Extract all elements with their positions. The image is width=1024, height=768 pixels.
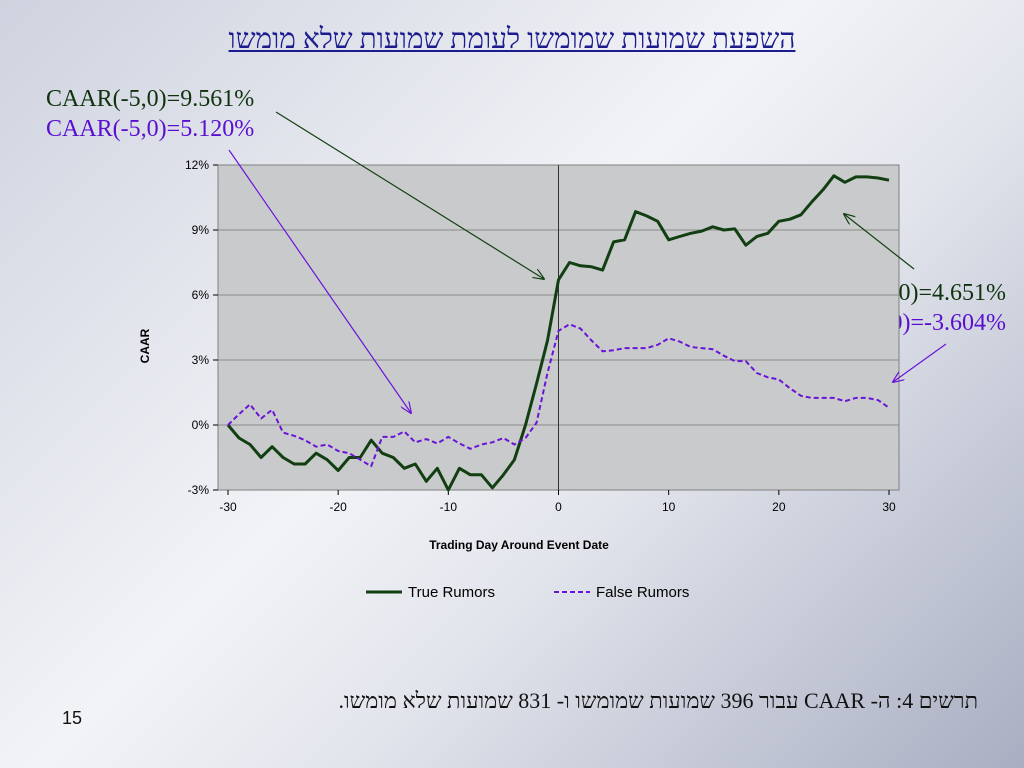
x-axis-title: Trading Day Around Event Date: [429, 538, 609, 552]
y-tick-label: 9%: [192, 223, 210, 237]
arrow-post-true: [844, 214, 915, 270]
series-line-false-rumors: [227, 323, 890, 468]
legend-label-false: False Rumors: [596, 584, 689, 601]
x-tick-label: -20: [329, 500, 347, 514]
caar-pre-true-label: CAAR(-5,0)=9.561%: [46, 86, 255, 112]
x-tick-label: 30: [882, 500, 896, 514]
arrow-pre-true: [275, 111, 544, 279]
y-tick-label: 6%: [192, 288, 210, 302]
y-tick-label: 0%: [192, 418, 210, 432]
x-tick-label: -30: [219, 500, 237, 514]
y-tick-label: -3%: [188, 483, 210, 497]
arrow-pre-false: [228, 149, 411, 413]
x-tick-label: 20: [772, 500, 786, 514]
x-tick-label: 10: [662, 500, 676, 514]
annotation-arrows: [228, 111, 947, 413]
slide-number: 15: [62, 708, 83, 728]
arrow-post-false: [893, 343, 947, 382]
x-tick-label: 0: [555, 500, 562, 514]
y-tick-label: 12%: [185, 158, 209, 172]
y-axis-title: CAAR: [138, 328, 152, 363]
grid-lines: [218, 165, 899, 490]
caar-pre-false-label: CAAR(-5,0)=5.120%: [46, 116, 255, 142]
series-line-true-rumors: [226, 174, 890, 492]
slide-title: השפעת שמועות שמומשו לעומת שמועות שלא מומ…: [228, 24, 796, 55]
x-tick-label: -10: [440, 500, 458, 514]
axis-ticks: -3% 0% 3% 6% 9% 12% -30 -20 -10 0 10 20 30: [185, 158, 896, 514]
series-lines: [226, 174, 890, 492]
figure-caption: תרשים 4: ה- CAAR עבור 396 שמועות שמומשו …: [338, 688, 978, 713]
y-tick-label: 3%: [192, 353, 210, 367]
legend-label-true: True Rumors: [408, 584, 495, 601]
legend: True Rumors False Rumors: [366, 584, 689, 601]
